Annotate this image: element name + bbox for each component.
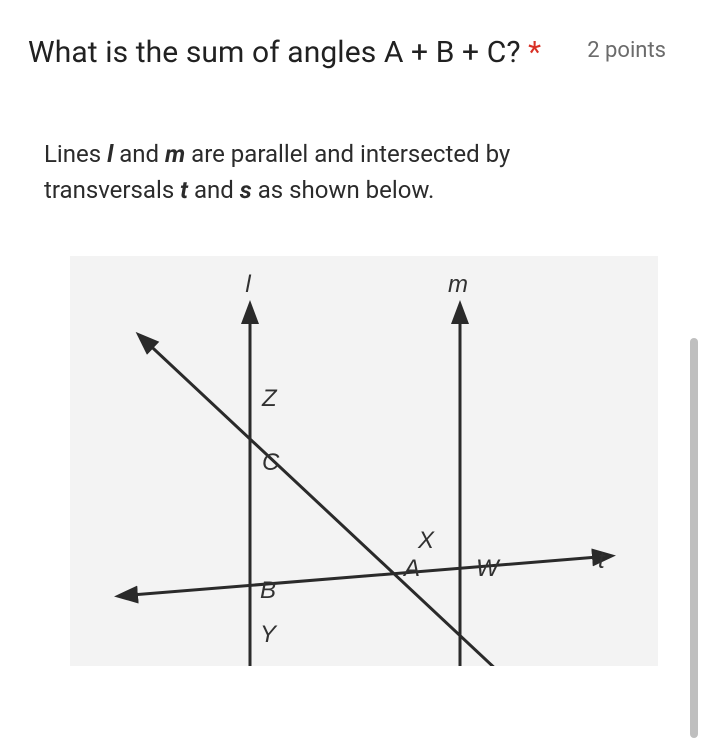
question-title-text: What is the sum of angles A + B + C?	[28, 35, 528, 70]
desc-s: s	[240, 176, 252, 204]
question-points: 2 points	[587, 28, 666, 63]
svg-text:C: C	[262, 449, 280, 476]
svg-text:l: l	[245, 271, 251, 298]
svg-text:W: W	[476, 555, 501, 582]
desc-pre: Lines	[44, 140, 107, 168]
svg-text:m: m	[448, 271, 468, 298]
svg-text:A: A	[402, 555, 420, 582]
svg-text:Z: Z	[261, 385, 278, 412]
figure: lmtZCBYXAW	[70, 256, 658, 666]
figure-svg: lmtZCBYXAW	[70, 256, 658, 666]
svg-text:Y: Y	[260, 621, 278, 648]
question-header: What is the sum of angles A + B + C? * 2…	[28, 28, 666, 78]
desc-m: m	[165, 140, 185, 168]
desc-mid3: and	[188, 176, 240, 204]
svg-text:B: B	[260, 577, 276, 604]
question-content: What is the sum of angles A + B + C? * 2…	[0, 0, 690, 666]
question-title: What is the sum of angles A + B + C? *	[28, 28, 541, 78]
desc-t: t	[180, 176, 188, 204]
svg-text:X: X	[417, 527, 435, 554]
question-description: Lines l and m are parallel and intersect…	[28, 136, 666, 208]
scrollbar-track[interactable]	[690, 0, 698, 750]
question-page: What is the sum of angles A + B + C? * 2…	[0, 0, 704, 750]
required-marker: *	[528, 35, 541, 70]
desc-post: as shown below.	[252, 176, 435, 204]
scrollbar-thumb[interactable]	[690, 338, 698, 738]
desc-mid1: and	[113, 140, 165, 168]
